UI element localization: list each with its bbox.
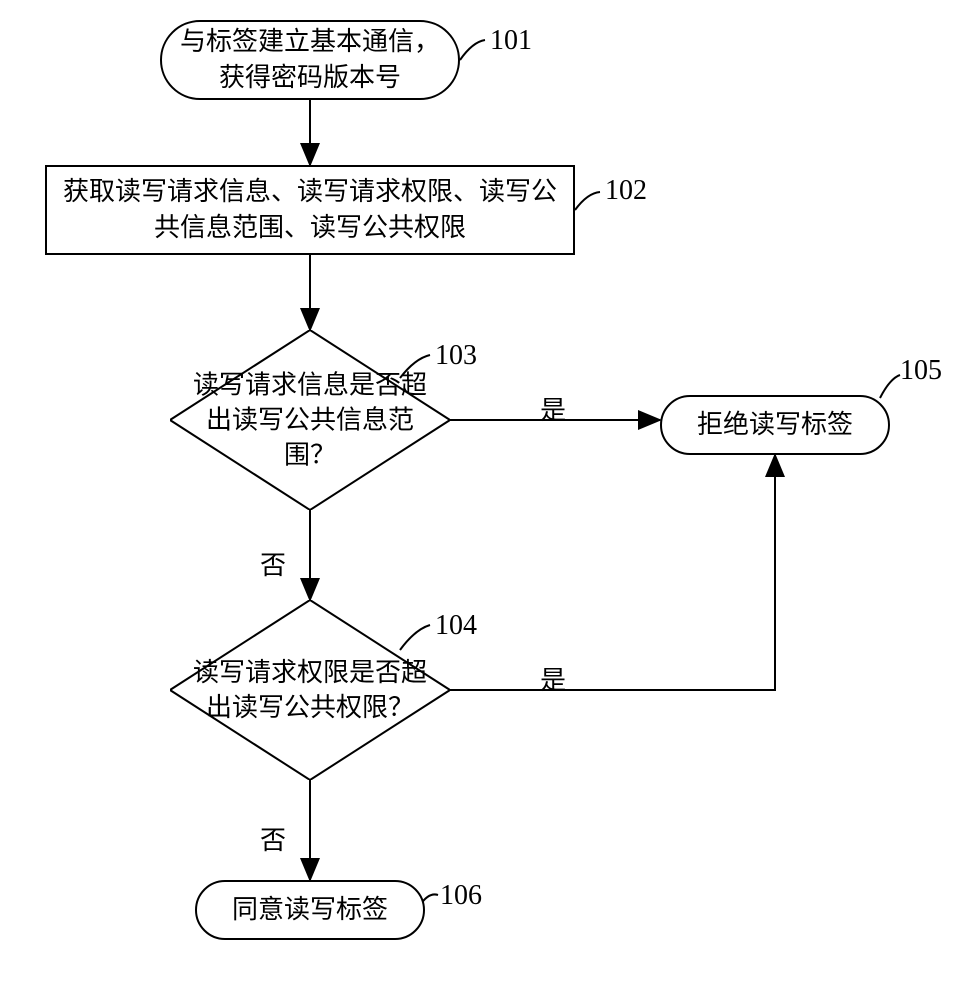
edge-label-no-103: 否	[260, 545, 286, 582]
label-104: 104	[435, 610, 477, 642]
edge-label-yes-103: 是	[540, 390, 566, 427]
node-start: 与标签建立基本通信，获得密码版本号	[160, 20, 460, 100]
node-decision-permission: 读写请求权限是否超出读写公共权限？	[170, 600, 450, 780]
node-reject-text: 拒绝读写标签	[697, 407, 853, 443]
label-106: 106	[440, 880, 482, 912]
flowchart-connectors	[0, 0, 977, 1000]
label-105: 105	[900, 355, 942, 387]
node-start-text: 与标签建立基本通信，获得密码版本号	[178, 24, 442, 97]
node-decision-permission-text: 读写请求权限是否超出读写公共权限？	[190, 655, 430, 725]
label-102: 102	[605, 175, 647, 207]
node-decision-range-text: 读写请求信息是否超出读写公共信息范围？	[190, 367, 430, 472]
node-get-info: 获取读写请求信息、读写请求权限、读写公共信息范围、读写公共权限	[45, 165, 575, 255]
node-decision-range: 读写请求信息是否超出读写公共信息范围？	[170, 330, 450, 510]
node-accept-text: 同意读写标签	[232, 892, 388, 928]
node-accept: 同意读写标签	[195, 880, 425, 940]
edge-label-no-104: 否	[260, 820, 286, 857]
label-101: 101	[490, 25, 532, 57]
node-get-info-text: 获取读写请求信息、读写请求权限、读写公共信息范围、读写公共权限	[63, 174, 557, 247]
edge-label-yes-104: 是	[540, 660, 566, 697]
label-103: 103	[435, 340, 477, 372]
node-reject: 拒绝读写标签	[660, 395, 890, 455]
